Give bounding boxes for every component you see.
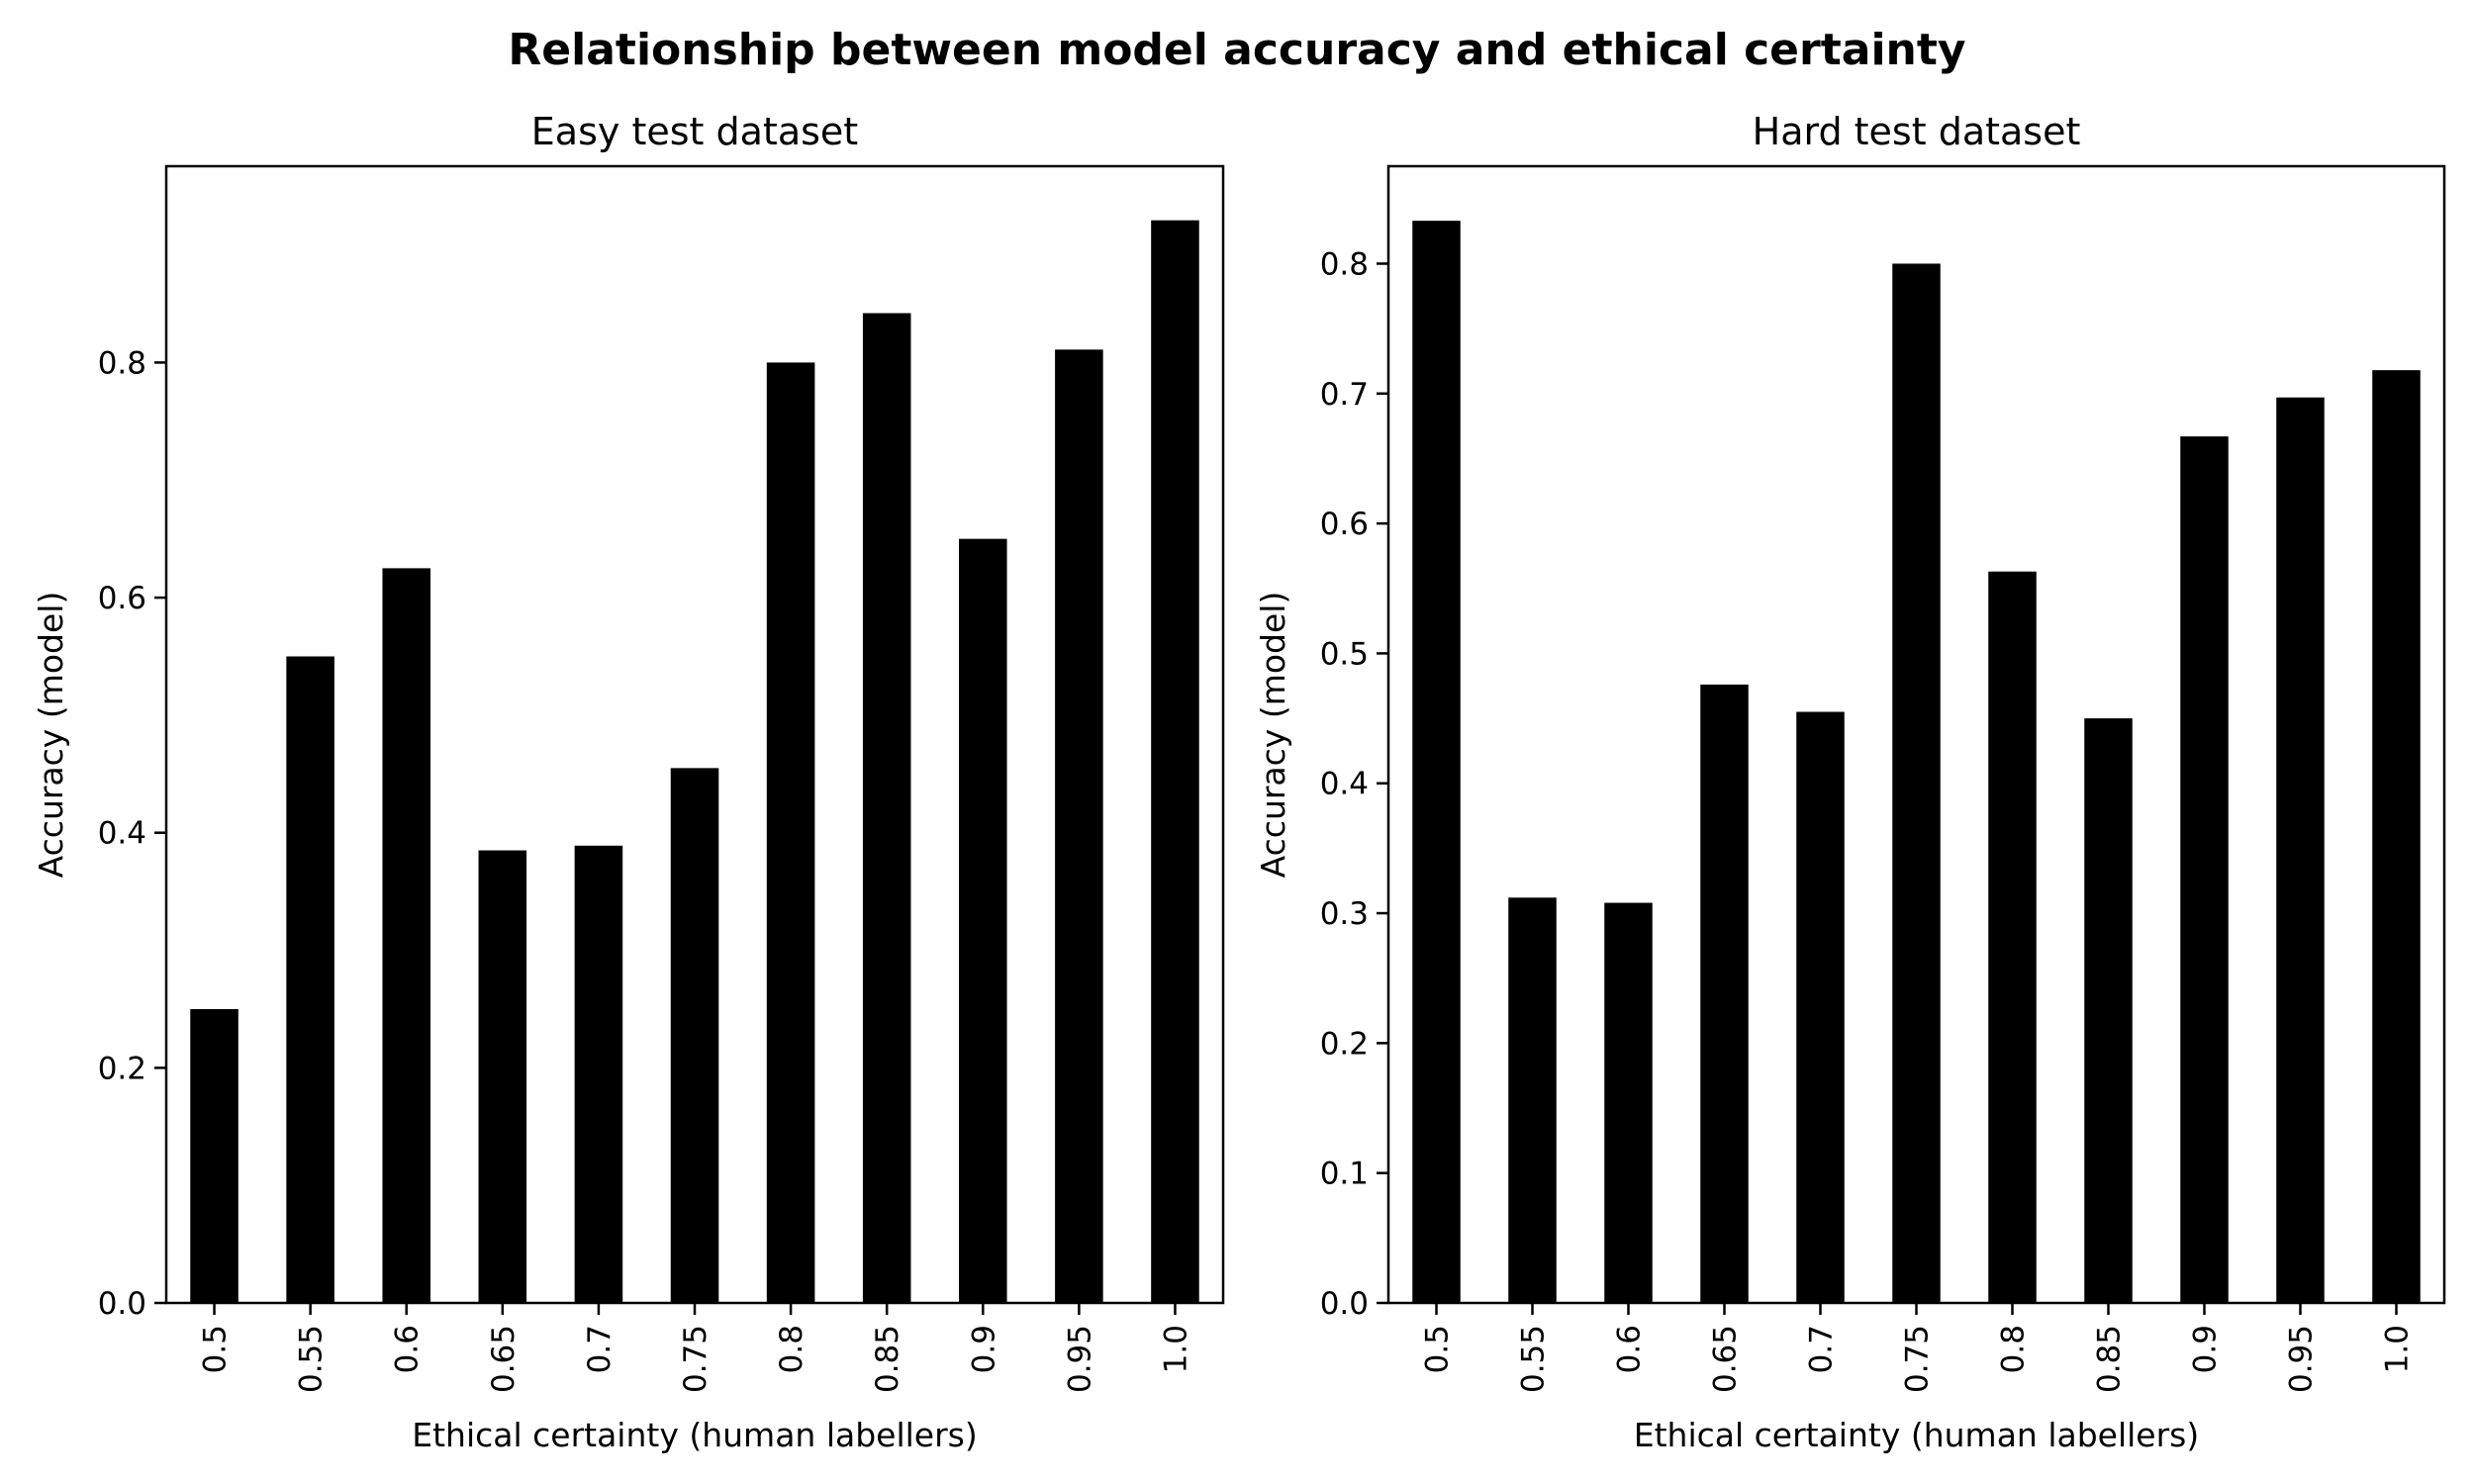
bar-0.7 xyxy=(574,845,623,1303)
x-tick-label: 0.95 xyxy=(2284,1325,2320,1393)
bar-0.55 xyxy=(286,656,334,1303)
bar-0.6 xyxy=(382,568,430,1303)
y-tick-label: 0.4 xyxy=(1320,767,1369,802)
y-tick-label: 0.7 xyxy=(1320,377,1369,413)
x-tick-label: 0.85 xyxy=(2092,1325,2128,1393)
y-tick-label: 0.5 xyxy=(1320,636,1369,672)
bar-0.85 xyxy=(862,313,911,1303)
x-tick-label: 0.7 xyxy=(582,1325,618,1373)
bar-0.9 xyxy=(959,538,1007,1303)
x-tick-label: 0.85 xyxy=(870,1325,905,1393)
y-axis-label: Accuracy (model) xyxy=(1254,592,1292,879)
bar-0.6 xyxy=(1604,902,1653,1303)
x-tick-label: 0.7 xyxy=(1804,1325,1840,1373)
bar-0.8 xyxy=(1988,571,2037,1303)
x-tick-label: 0.9 xyxy=(966,1325,1001,1373)
x-axis-label: Ethical certainty (human labellers) xyxy=(1634,1416,2200,1454)
x-tick-label: 0.5 xyxy=(1420,1325,1456,1373)
x-tick-label: 0.6 xyxy=(390,1325,426,1373)
y-tick-label: 0.2 xyxy=(98,1051,146,1086)
panel-title: Hard test dataset xyxy=(1753,110,2081,153)
bar-0.75 xyxy=(670,768,719,1303)
bar-0.7 xyxy=(1796,711,1845,1303)
y-tick-label: 0.8 xyxy=(1320,246,1369,282)
panel-title: Easy test dataset xyxy=(531,110,858,153)
x-tick-label: 0.9 xyxy=(2188,1325,2224,1373)
y-tick-label: 0.6 xyxy=(98,581,146,616)
bar-0.65 xyxy=(478,850,527,1303)
y-tick-label: 0.2 xyxy=(1320,1026,1369,1062)
bar-0.55 xyxy=(1508,897,1557,1303)
bar-0.95 xyxy=(2276,397,2325,1303)
bar-0.5 xyxy=(190,1008,238,1303)
bar-0.5 xyxy=(1412,221,1461,1304)
bar-0.75 xyxy=(1892,263,1941,1303)
y-tick-label: 0.3 xyxy=(1320,896,1369,932)
bar-0.9 xyxy=(2180,436,2229,1303)
x-tick-label: 0.6 xyxy=(1612,1325,1648,1373)
x-tick-label: 0.65 xyxy=(486,1325,522,1393)
x-tick-label: 0.65 xyxy=(1708,1325,1744,1393)
bar-0.8 xyxy=(766,362,815,1303)
y-tick-label: 0.8 xyxy=(98,345,146,381)
x-tick-label: 0.55 xyxy=(1516,1325,1552,1393)
y-tick-label: 0.0 xyxy=(1320,1286,1369,1322)
x-tick-label: 0.75 xyxy=(678,1325,714,1393)
bar-0.65 xyxy=(1700,684,1749,1303)
y-axis-label: Accuracy (model) xyxy=(32,592,70,879)
bar-0.85 xyxy=(2084,718,2133,1303)
chart-panel-2: 0.0 0.1 0.2 0.3 0.4 0.5 0.6 0.7 0.8 0.5 0.55 0.6 0.6… xyxy=(1254,110,2446,1454)
x-tick-label: 0.95 xyxy=(1062,1325,1097,1393)
x-tick-label: 0.8 xyxy=(1996,1325,2032,1373)
y-tick-label: 0.6 xyxy=(1320,507,1369,542)
y-tick-label: 0.4 xyxy=(98,816,146,852)
bar-1.0 xyxy=(2372,370,2421,1303)
y-tick-label: 0.0 xyxy=(98,1286,146,1322)
bar-1.0 xyxy=(1151,220,1199,1303)
x-tick-label: 0.5 xyxy=(198,1325,234,1373)
chart-panel-1: 0.0 0.2 0.4 0.6 0.8 0.5 0.55 0.6 0.65 0.7 0.75 0.8 0… xyxy=(32,110,1225,1454)
x-tick-label: 0.55 xyxy=(294,1325,330,1393)
x-tick-label: 0.8 xyxy=(774,1325,809,1373)
x-axis-label: Ethical certainty (human labellers) xyxy=(412,1416,978,1454)
figure-title: Relationship between model accuracy and … xyxy=(508,25,1965,75)
x-tick-label: 1.0 xyxy=(2380,1325,2416,1373)
x-tick-label: 1.0 xyxy=(1158,1325,1193,1373)
y-tick-label: 0.1 xyxy=(1320,1157,1369,1192)
x-tick-label: 0.75 xyxy=(1900,1325,1936,1393)
bar-0.95 xyxy=(1055,349,1103,1303)
